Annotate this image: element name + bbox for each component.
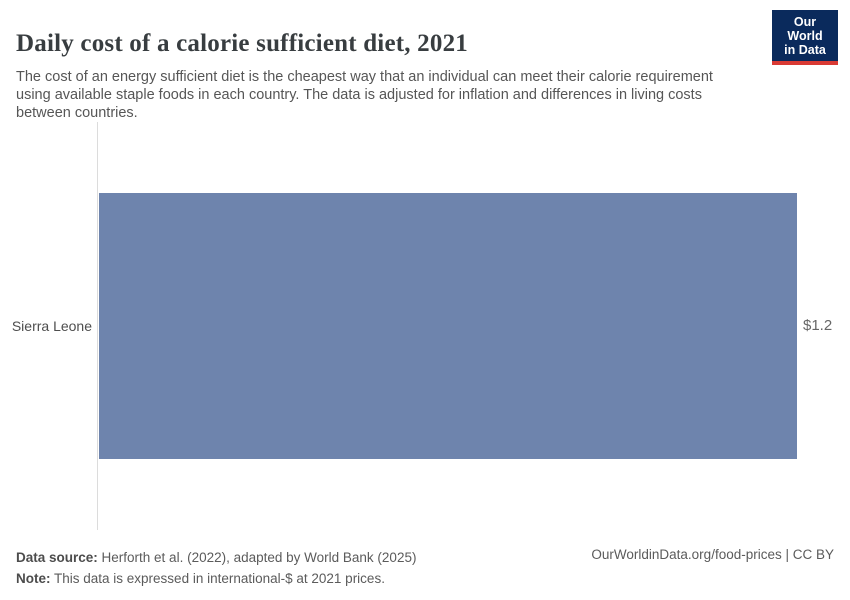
chart-title: Daily cost of a calorie sufficient diet,… — [16, 29, 468, 57]
bar[interactable] — [99, 193, 797, 459]
datasource-label: Data source: — [16, 550, 98, 565]
note-label: Note: — [16, 571, 51, 586]
owid-logo-line2: in Data — [784, 43, 826, 57]
owid-logo-line1: Our World — [787, 15, 823, 43]
note-line: Note: This data is expressed in internat… — [16, 568, 416, 589]
y-axis-line — [97, 122, 98, 530]
note-text: This data is expressed in international-… — [50, 571, 385, 586]
owid-logo[interactable]: Our World in Data — [772, 10, 838, 65]
chart-subtitle: The cost of an energy sufficient diet is… — [16, 68, 713, 121]
category-label: Sierra Leone — [11, 318, 92, 334]
footer-credit-link[interactable]: OurWorldinData.org/food-prices | CC BY — [591, 547, 834, 562]
value-label: $1.2 — [803, 317, 833, 334]
datasource-text: Herforth et al. (2022), adapted by World… — [97, 550, 417, 565]
footer-left: Data source: Herforth et al. (2022), ada… — [16, 547, 416, 589]
datasource-line: Data source: Herforth et al. (2022), ada… — [16, 547, 416, 568]
